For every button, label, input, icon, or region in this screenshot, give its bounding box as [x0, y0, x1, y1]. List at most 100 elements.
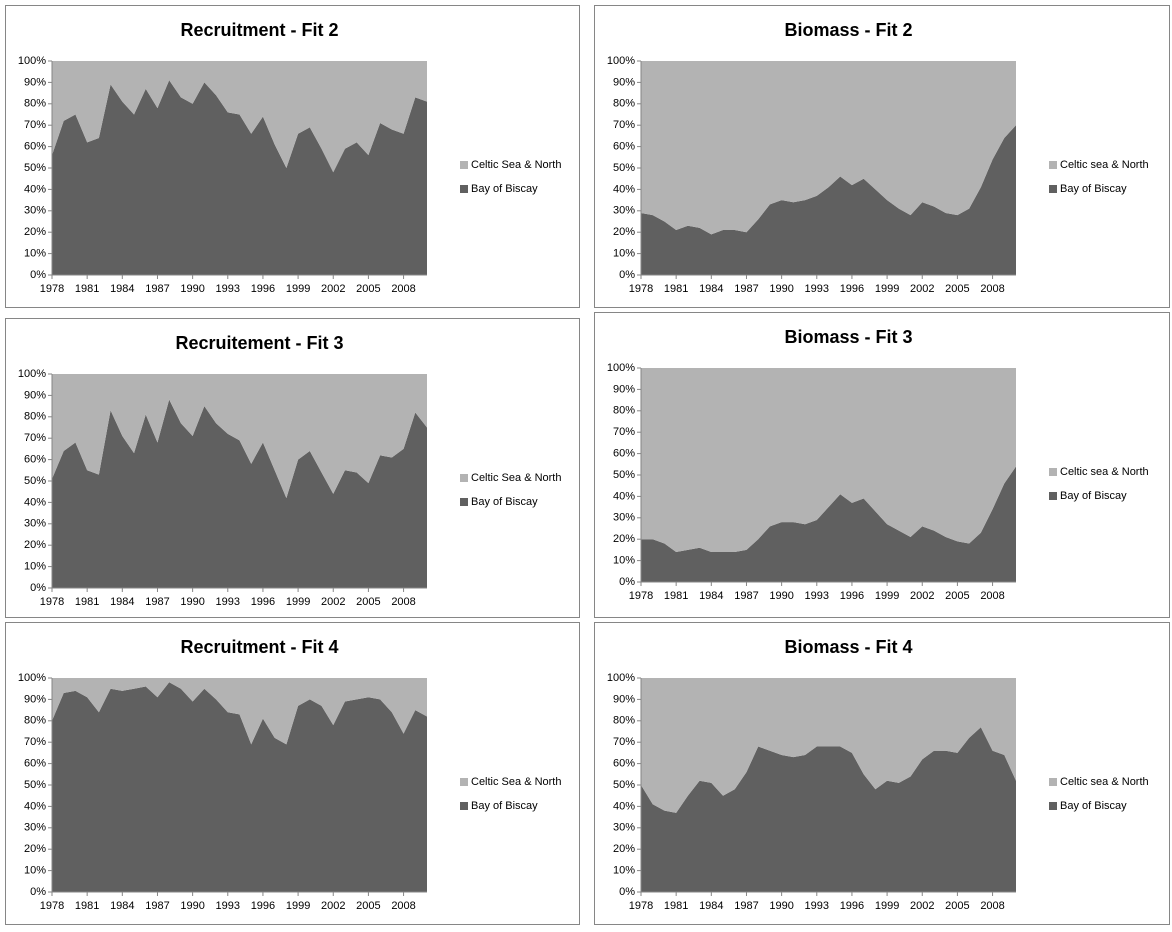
y-tick-label: 60% — [613, 141, 635, 153]
x-tick-label: 1990 — [180, 900, 204, 912]
chart-title: Biomass - Fit 4 — [784, 637, 912, 657]
y-tick-label: 0% — [30, 886, 46, 898]
y-tick-label: 10% — [613, 865, 635, 877]
area — [641, 61, 1016, 235]
y-tick-label: 80% — [613, 98, 635, 110]
legend-label: Celtic sea & North — [1060, 159, 1149, 171]
legend-label: Bay of Biscay — [1060, 490, 1127, 502]
legend-swatch — [1049, 468, 1057, 476]
x-tick-label: 1978 — [40, 283, 64, 295]
y-tick-label: 80% — [24, 715, 46, 727]
x-tick-label: 1990 — [769, 590, 793, 602]
x-tick-label: 2002 — [910, 590, 934, 602]
x-tick-label: 1987 — [734, 283, 758, 295]
y-tick-label: 100% — [607, 55, 635, 67]
x-tick-label: 1993 — [805, 283, 829, 295]
legend-label: Celtic Sea & North — [471, 472, 561, 484]
x-tick-label: 2008 — [391, 596, 415, 608]
x-tick-label: 1984 — [110, 596, 134, 608]
y-tick-label: 40% — [613, 183, 635, 195]
y-tick-label: 40% — [24, 800, 46, 812]
chart-panel: 0% 10% 20% 30% 40% 50% 60% 70% 80% 90% 100% 1978 198… — [5, 5, 580, 308]
x-tick-label: 2005 — [356, 596, 380, 608]
area — [641, 466, 1016, 582]
legend-swatch — [1049, 778, 1057, 786]
x-tick-label: 1987 — [145, 596, 169, 608]
x-tick-label: 1978 — [629, 900, 653, 912]
legend-swatch — [460, 802, 468, 810]
x-tick-label: 1993 — [805, 900, 829, 912]
y-tick-label: 10% — [613, 248, 635, 260]
y-tick-label: 40% — [24, 496, 46, 508]
y-tick-label: 90% — [613, 693, 635, 705]
legend-swatch — [460, 185, 468, 193]
y-tick-label: 90% — [613, 76, 635, 88]
legend-swatch — [1049, 492, 1057, 500]
x-tick-label: 1999 — [286, 283, 310, 295]
y-tick-label: 60% — [24, 454, 46, 466]
y-tick-label: 0% — [30, 269, 46, 281]
y-tick-label: 90% — [24, 693, 46, 705]
y-tick-label: 70% — [613, 736, 635, 748]
y-tick-label: 20% — [24, 843, 46, 855]
legend-swatch — [1049, 161, 1057, 169]
y-tick-label: 10% — [613, 555, 635, 567]
y-tick-label: 100% — [607, 362, 635, 374]
x-tick-label: 1999 — [875, 900, 899, 912]
x-tick-label: 1978 — [629, 590, 653, 602]
x-tick-label: 1996 — [251, 900, 275, 912]
x-tick-label: 2002 — [321, 900, 345, 912]
x-tick-label: 2008 — [980, 283, 1004, 295]
y-tick-label: 70% — [613, 426, 635, 438]
x-tick-label: 1984 — [110, 283, 134, 295]
y-tick-label: 100% — [18, 672, 46, 684]
y-tick-label: 80% — [613, 405, 635, 417]
y-tick-label: 100% — [18, 55, 46, 67]
legend-label: Bay of Biscay — [1060, 800, 1127, 812]
x-tick-label: 2008 — [980, 900, 1004, 912]
chart-panel: 0% 10% 20% 30% 40% 50% 60% 70% 80% 90% 100% 1978 198… — [594, 622, 1170, 925]
area — [52, 61, 427, 173]
y-tick-label: 50% — [24, 475, 46, 487]
chart-panel: 0% 10% 20% 30% 40% 50% 60% 70% 80% 90% 100% 1978 198… — [594, 312, 1170, 618]
x-tick-label: 1996 — [251, 596, 275, 608]
y-tick-label: 40% — [613, 800, 635, 812]
area — [641, 727, 1016, 892]
y-tick-label: 60% — [24, 758, 46, 770]
y-tick-label: 60% — [24, 141, 46, 153]
area — [52, 374, 427, 499]
x-tick-label: 1981 — [75, 283, 99, 295]
y-tick-label: 30% — [613, 822, 635, 834]
area — [641, 368, 1016, 553]
y-tick-label: 0% — [619, 576, 635, 588]
x-tick-label: 1984 — [699, 900, 723, 912]
x-tick-label: 2002 — [321, 596, 345, 608]
x-tick-label: 1987 — [145, 283, 169, 295]
legend-label: Bay of Biscay — [471, 496, 538, 508]
x-tick-label: 2005 — [945, 590, 969, 602]
y-tick-label: 10% — [24, 865, 46, 877]
legend-swatch — [460, 498, 468, 506]
x-tick-label: 1999 — [286, 900, 310, 912]
y-tick-label: 100% — [607, 672, 635, 684]
chart-panel: 0% 10% 20% 30% 40% 50% 60% 70% 80% 90% 100% 1978 198… — [594, 5, 1170, 308]
x-tick-label: 1987 — [145, 900, 169, 912]
legend-swatch — [1049, 185, 1057, 193]
x-tick-label: 1981 — [75, 900, 99, 912]
chart-title: Recruitement - Fit 3 — [175, 333, 343, 353]
x-tick-label: 1984 — [699, 590, 723, 602]
x-tick-label: 1993 — [216, 900, 240, 912]
x-tick-label: 1984 — [110, 900, 134, 912]
y-tick-label: 60% — [613, 758, 635, 770]
legend-label: Celtic Sea & North — [471, 776, 561, 788]
y-tick-label: 50% — [24, 779, 46, 791]
y-tick-label: 80% — [613, 715, 635, 727]
y-tick-label: 30% — [24, 518, 46, 530]
y-tick-label: 70% — [24, 432, 46, 444]
x-tick-label: 1990 — [769, 283, 793, 295]
area — [52, 682, 427, 892]
x-tick-label: 2005 — [356, 900, 380, 912]
y-tick-label: 0% — [30, 582, 46, 594]
x-tick-label: 2002 — [321, 283, 345, 295]
